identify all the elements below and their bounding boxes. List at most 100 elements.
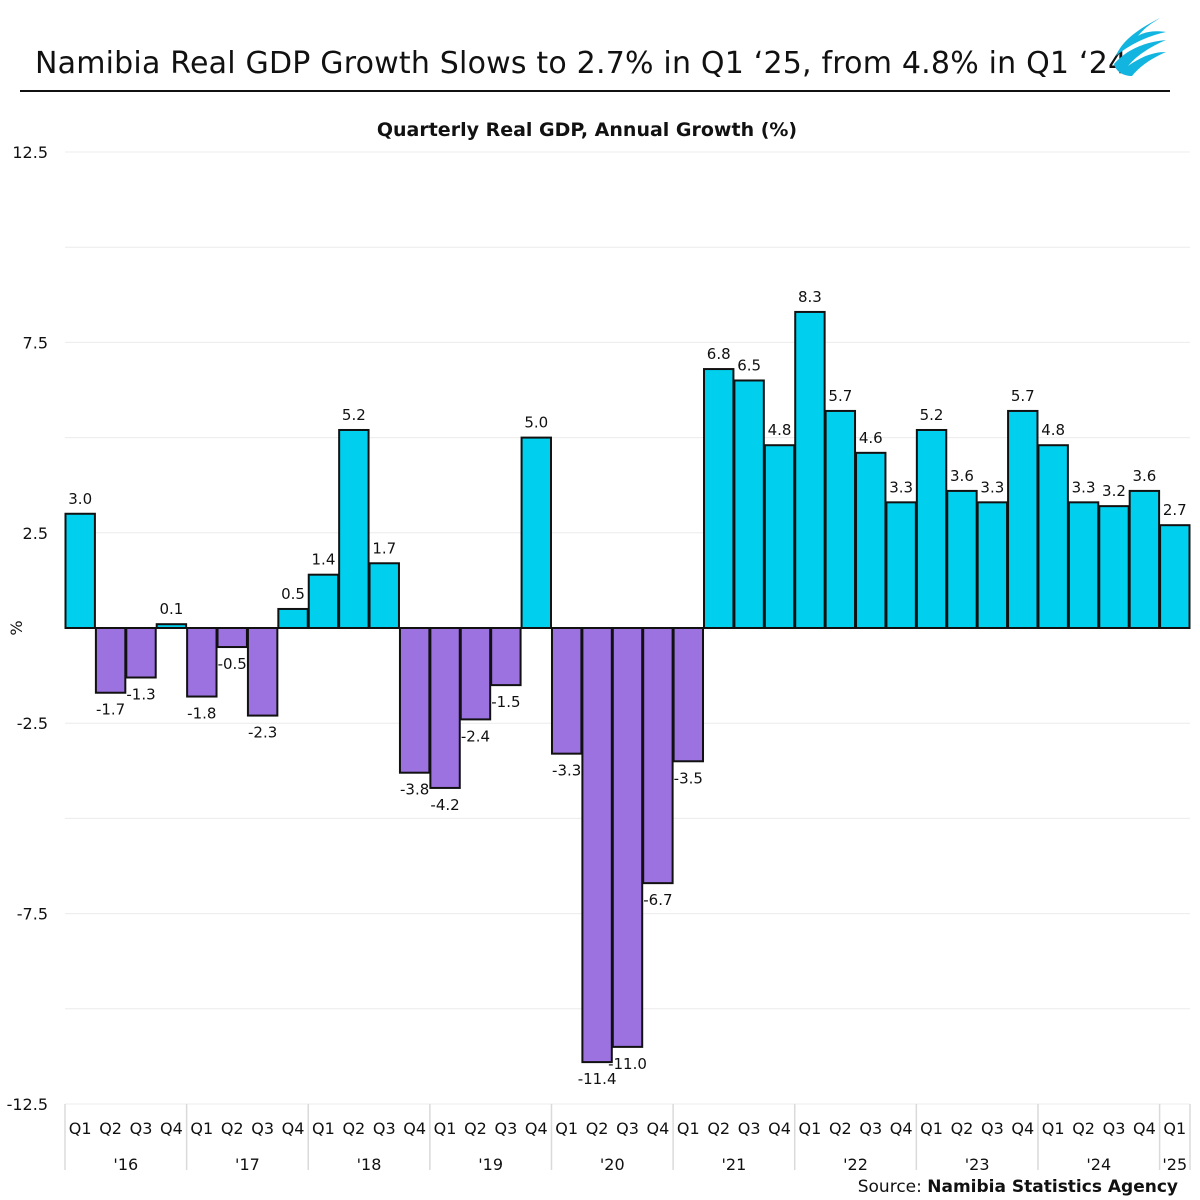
bar	[490, 627, 522, 687]
source-note: Source: Namibia Statistics Agency	[858, 1177, 1178, 1197]
data-label: 5.2	[342, 406, 366, 424]
data-label: 3.0	[68, 490, 92, 508]
x-tick-label: Q2	[829, 1119, 852, 1138]
wave-logo-icon	[1114, 18, 1166, 76]
data-label: -1.8	[187, 705, 216, 723]
year-label: '23	[965, 1155, 990, 1174]
x-tick-label: Q1	[1042, 1119, 1065, 1138]
data-label: 0.1	[159, 600, 183, 618]
x-tick-label: Q4	[768, 1119, 791, 1138]
bar	[915, 428, 948, 630]
data-label: 6.8	[707, 345, 731, 363]
bar	[763, 444, 796, 629]
data-label: 5.7	[1011, 387, 1035, 405]
data-label: 2.7	[1163, 501, 1187, 519]
data-label: -2.3	[248, 724, 277, 742]
data-label: 5.2	[920, 406, 944, 424]
x-tick-label: Q4	[1011, 1119, 1034, 1138]
data-label: 4.8	[768, 421, 792, 439]
y-tick-label: -12.5	[7, 1095, 48, 1114]
data-label: -6.7	[643, 891, 672, 909]
x-tick-label: Q4	[282, 1119, 305, 1138]
bar	[368, 562, 400, 629]
bar	[550, 627, 583, 755]
x-tick-label: Q3	[251, 1119, 274, 1138]
data-label: -2.4	[461, 727, 490, 745]
data-label: 3.6	[1132, 467, 1156, 485]
y-axis: 12.5 7.5 2.5 -2.5 -7.5 -12.5	[7, 143, 48, 1114]
title-divider	[20, 90, 1170, 92]
source-name: Namibia Statistics Agency	[927, 1177, 1178, 1197]
x-tick-label: Q1	[555, 1119, 578, 1138]
data-label: -1.5	[491, 693, 520, 711]
bar	[338, 428, 370, 630]
data-label: 3.6	[950, 467, 974, 485]
chart-title: Quarterly Real GDP, Annual Growth (%)	[377, 119, 797, 141]
x-tick-label: Q3	[738, 1119, 761, 1138]
bar	[824, 409, 857, 629]
data-label: 3.3	[889, 478, 913, 496]
data-label: -11.4	[578, 1070, 617, 1088]
data-label: -3.3	[552, 762, 581, 780]
x-tick-label: Q4	[525, 1119, 548, 1138]
year-label: '21	[722, 1155, 747, 1174]
x-tick-label: Q2	[342, 1119, 365, 1138]
data-label: 4.8	[1041, 421, 1065, 439]
data-label: 0.5	[281, 585, 305, 603]
x-tick-label: Q2	[99, 1119, 122, 1138]
bar	[946, 489, 978, 629]
bar	[64, 512, 96, 630]
x-tick-label: Q1	[677, 1119, 700, 1138]
bar	[855, 451, 887, 629]
x-tick-label: Q2	[1072, 1119, 1095, 1138]
bar	[1128, 489, 1161, 629]
x-tick-label: Q3	[1103, 1119, 1126, 1138]
x-tick-label: Q1	[312, 1119, 335, 1138]
bar	[307, 573, 340, 629]
x-tick-label: Q1	[1163, 1119, 1186, 1138]
x-tick-label: Q3	[981, 1119, 1004, 1138]
x-tick-label: Q4	[647, 1119, 670, 1138]
x-tick-label: Q2	[221, 1119, 244, 1138]
x-tick-label: Q3	[616, 1119, 639, 1138]
bar	[1067, 501, 1100, 629]
data-label: 5.0	[524, 414, 548, 432]
page-title: Namibia Real GDP Growth Slows to 2.7% in…	[35, 46, 1128, 81]
x-tick-label: Q4	[403, 1119, 426, 1138]
bar	[429, 627, 461, 789]
data-label: -11.0	[608, 1055, 647, 1073]
year-label: '19	[478, 1155, 503, 1174]
bar	[186, 627, 218, 698]
data-label: 3.2	[1102, 482, 1126, 500]
data-label: 3.3	[1072, 478, 1096, 496]
data-label: 8.3	[798, 288, 822, 306]
bar	[581, 627, 613, 1064]
year-label: '20	[600, 1155, 625, 1174]
x-tick-label: Q3	[373, 1119, 396, 1138]
bar	[1007, 409, 1039, 629]
x-tick-label: Q3	[130, 1119, 153, 1138]
year-label: '22	[843, 1155, 868, 1174]
data-label: -3.5	[674, 769, 703, 787]
data-label: 6.5	[737, 356, 761, 374]
bar	[733, 379, 765, 630]
x-tick-label: Q1	[190, 1119, 213, 1138]
year-label: '25	[1162, 1155, 1187, 1174]
bar	[885, 501, 917, 629]
bar	[277, 607, 309, 630]
data-label: -4.2	[430, 796, 459, 814]
bar	[703, 368, 735, 629]
data-labels: 3.0 -1.7-1.3 0.1 -1.8 -0.5 -2.3 0.5 1.4 5.2 1.7 -3…	[68, 288, 1186, 1088]
x-tick-label: Q2	[951, 1119, 974, 1138]
year-label: '24	[1086, 1155, 1111, 1174]
year-label: '16	[113, 1155, 138, 1174]
bars	[64, 310, 1191, 1064]
data-label: -0.5	[218, 655, 247, 673]
bar	[94, 627, 127, 694]
bar	[459, 627, 492, 721]
data-label: -1.7	[96, 701, 125, 719]
data-label: -1.3	[126, 686, 155, 704]
x-tick-label: Q4	[890, 1119, 913, 1138]
bar	[1098, 505, 1130, 630]
